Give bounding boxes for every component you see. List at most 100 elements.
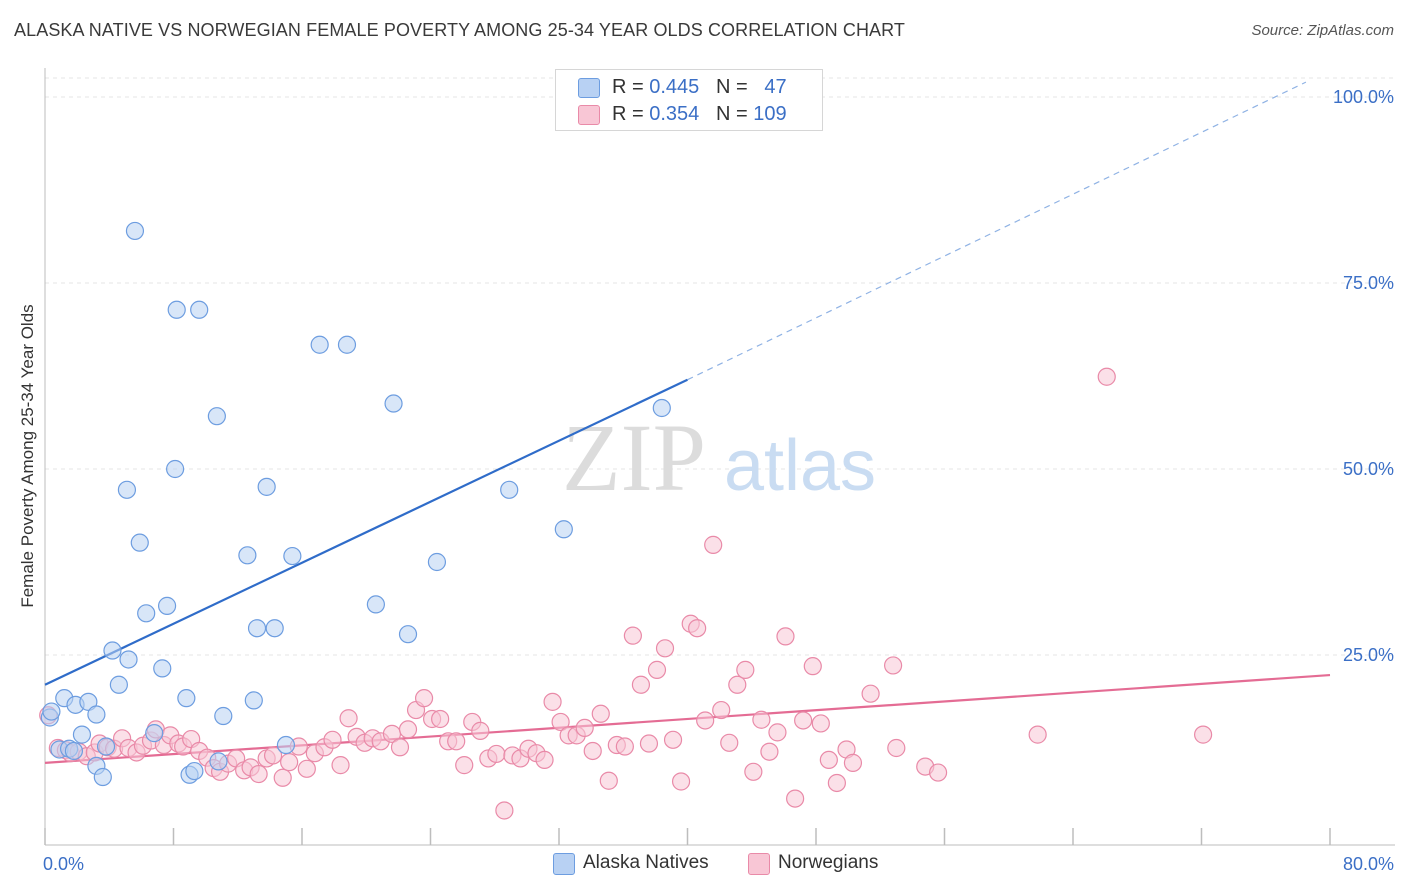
point-norwegian — [827, 773, 846, 793]
point-norwegian — [615, 737, 634, 756]
point-norwegian — [543, 692, 562, 711]
legend-label-norwegians: Norwegians — [778, 852, 879, 873]
point-alaska-native — [247, 619, 267, 638]
axes — [44, 68, 1395, 846]
point-alaska-native — [117, 480, 137, 499]
point-norwegian — [720, 733, 739, 752]
legend-n-value: 109 — [753, 103, 787, 125]
point-norwegian — [883, 656, 903, 675]
point-alaska-native — [185, 761, 204, 781]
point-alaska-native — [207, 407, 226, 426]
point-alaska-native — [93, 767, 112, 787]
chart-title: ALASKA NATIVE VS NORWEGIAN FEMALE POVERT… — [14, 20, 906, 40]
point-norwegian — [663, 730, 683, 749]
point-alaska-native — [257, 477, 276, 496]
watermark-atlas: atlas — [724, 426, 876, 506]
trend-lines — [44, 81, 1331, 764]
legend-swatch-alaska-natives — [553, 853, 575, 875]
legend-label-alaska-natives: Alaska Natives — [583, 852, 709, 873]
point-norwegian — [249, 764, 268, 784]
grid-lines — [45, 77, 1395, 656]
point-norwegian — [591, 704, 610, 723]
legend-swatch-alaska — [578, 78, 600, 98]
point-norwegian — [704, 535, 723, 554]
point-norwegian — [398, 720, 418, 739]
point-norwegian — [455, 756, 474, 775]
point-alaska-native — [244, 691, 263, 710]
point-alaska-native — [276, 735, 296, 755]
point-norwegian — [1097, 367, 1116, 386]
legend-r-value: 0.354 — [649, 103, 700, 125]
point-alaska-native — [125, 221, 145, 241]
trend-line-alaska-extension — [687, 81, 1307, 381]
point-norwegian — [599, 771, 618, 790]
legend-n-label: N = — [715, 103, 754, 125]
point-norwegian — [760, 742, 779, 761]
point-alaska-native — [366, 595, 385, 614]
point-alaska-native — [87, 705, 106, 724]
point-norwegian — [339, 709, 358, 728]
point-alaska-native — [238, 546, 257, 565]
point-norwegian — [786, 789, 805, 808]
point-norwegian — [811, 714, 830, 733]
point-norwegian — [671, 772, 691, 791]
point-alaska-native — [209, 752, 228, 771]
point-alaska-native — [554, 520, 573, 539]
point-norwegian — [736, 660, 755, 679]
point-norwegian — [843, 753, 863, 772]
point-alaska-native — [310, 335, 329, 354]
point-norwegian — [495, 801, 514, 820]
point-norwegian — [263, 746, 283, 765]
point-norwegian — [471, 721, 490, 740]
watermark: ZIP atlas — [562, 404, 876, 511]
point-norwegian — [728, 675, 747, 694]
point-norwegian — [688, 619, 707, 638]
point-norwegian — [639, 734, 659, 753]
point-alaska-native — [119, 650, 138, 669]
point-alaska-native — [337, 335, 357, 354]
point-norwegian — [1028, 725, 1047, 744]
point-alaska-native — [153, 659, 172, 678]
trend-line-alaska — [44, 378, 688, 686]
point-alaska-native — [398, 625, 418, 644]
point-norwegian — [803, 657, 822, 676]
point-alaska-native — [167, 300, 186, 319]
legend-swatch-norwegian — [578, 105, 600, 125]
point-norwegian — [414, 689, 434, 708]
tick-labels: 25.0% 50.0% 75.0% 100.0% 0.0% 80.0% — [43, 87, 1394, 874]
point-alaska-native — [157, 596, 177, 615]
y-tick-label: 100.0% — [1333, 87, 1394, 107]
legend-n-label: N = — [715, 76, 754, 98]
point-norwegian — [712, 700, 731, 720]
point-norwegian — [297, 759, 316, 778]
point-norwegian — [623, 626, 642, 645]
point-norwegian — [280, 753, 299, 772]
x-tick-label: 80.0% — [1343, 854, 1394, 874]
y-tick-label: 50.0% — [1343, 459, 1394, 479]
point-norwegian — [583, 741, 602, 761]
point-norwegian — [887, 738, 906, 758]
point-norwegian — [655, 639, 675, 658]
point-alaska-native — [283, 546, 302, 566]
legend-swatch-norwegians — [748, 853, 770, 875]
point-alaska-native — [109, 675, 128, 694]
point-alaska-native — [190, 300, 209, 319]
point-alaska-native — [265, 619, 284, 638]
point-norwegian — [535, 750, 554, 770]
trend-line-norwegians — [44, 673, 1331, 764]
point-norwegian — [928, 763, 948, 782]
point-norwegian — [631, 675, 651, 694]
point-alaska-native — [103, 641, 122, 660]
point-norwegian — [819, 750, 838, 770]
point-alaska-native — [42, 702, 61, 721]
point-alaska-native — [500, 480, 519, 499]
legend-n-value: 47 — [764, 76, 787, 98]
point-norwegian — [447, 732, 466, 751]
point-alaska-native — [130, 533, 149, 552]
point-norwegian — [768, 723, 787, 742]
source-note: Source: ZipAtlas.com — [1251, 22, 1394, 39]
watermark-zip: ZIP — [562, 404, 706, 511]
point-norwegian — [744, 762, 763, 781]
legend-r-label: R = — [612, 76, 650, 98]
